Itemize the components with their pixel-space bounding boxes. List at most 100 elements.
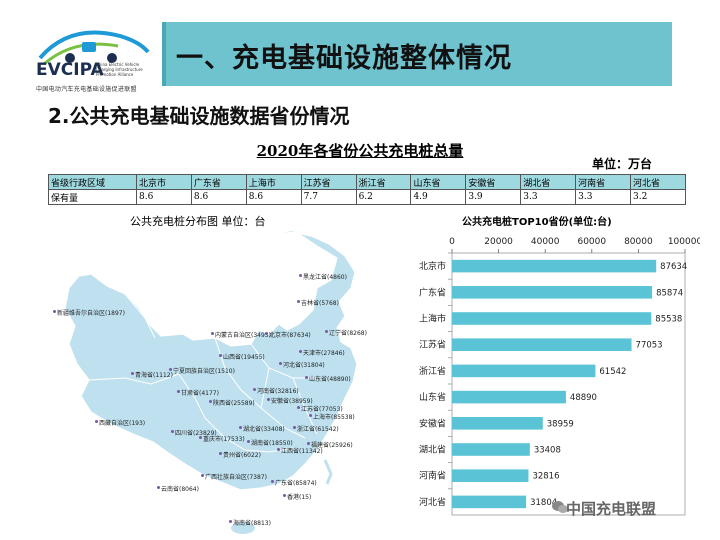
- map-province-label: 香港(15): [287, 494, 312, 501]
- section-title: 2.公共充电基础设施数据省份情况: [48, 104, 350, 128]
- data-label: 61542: [599, 367, 626, 377]
- map-marker: [265, 332, 268, 335]
- table-cell: 3.9: [465, 189, 522, 205]
- map-marker: [277, 448, 280, 451]
- bar: [452, 443, 530, 456]
- map-province-label: 重庆市(17533): [203, 436, 245, 443]
- top10-bar-chart: 0 20000 40000 60000 80000 100000 北京市 87634 广东省 85…: [419, 237, 700, 516]
- table-cell: 8.6: [136, 189, 192, 205]
- bar: [452, 338, 632, 351]
- title-bar-accent: [162, 22, 166, 86]
- map-marker: [271, 480, 274, 483]
- map-province-label: 江苏省(77053): [301, 406, 343, 413]
- x-tick-label: 20000: [484, 237, 513, 247]
- map-province-label: 海南省(8813): [233, 520, 271, 527]
- x-tick-label: 100000: [668, 237, 700, 247]
- table-cell: 4.9: [410, 189, 467, 205]
- table-header-cell: 北京市: [136, 174, 192, 190]
- category-label: 浙江省: [419, 365, 446, 377]
- table-header-cell: 江苏省: [300, 174, 357, 190]
- bar: [452, 259, 657, 273]
- title-bar: [162, 22, 672, 86]
- bar: [452, 312, 652, 325]
- map-marker: [307, 442, 310, 445]
- table-cell: 8.6: [190, 189, 247, 205]
- data-label: 32816: [532, 472, 559, 482]
- map-marker: [279, 362, 282, 365]
- map-title: 公共充电桩分布图 单位：台: [130, 215, 266, 228]
- map-province-label: 四川省(23829): [175, 430, 217, 437]
- table-header-cell: 浙江省: [355, 174, 412, 190]
- data-label: 38959: [547, 419, 574, 429]
- table-cell: 3.2: [630, 189, 686, 205]
- map-province-label: 广西壮族自治区(7387): [205, 474, 267, 481]
- map-marker: [201, 474, 204, 477]
- map-marker: [53, 310, 56, 313]
- data-label: 31804: [530, 498, 557, 508]
- map-marker: [171, 430, 174, 433]
- bar: [452, 286, 653, 299]
- map-marker: [95, 420, 98, 423]
- table-cell: 3.3: [575, 189, 632, 205]
- map-province-label: 黑龙江省(4860): [303, 274, 347, 281]
- map-province-label: 河北省(31804): [283, 362, 325, 369]
- map-province-label: 湖北省(33408): [243, 426, 285, 433]
- table-header-cell: 省级行政区域: [48, 174, 137, 190]
- china-map: 黑龙江省(4860) 吉林省(5768) 新疆维吾尔自治区(1897) 内蒙古自治区(…: [53, 228, 395, 538]
- table-title: 2020年各省份公共充电桩总量: [256, 142, 464, 160]
- category-label: 河南省: [419, 470, 446, 482]
- map-marker: [209, 400, 212, 403]
- wechat-icon: [552, 501, 568, 513]
- evcipa-logo: [38, 30, 150, 66]
- map-marker: [253, 388, 256, 391]
- page-title: 一、充电基础设施整体情况: [176, 43, 512, 74]
- map-province-label: 辽宁省(8268): [329, 330, 367, 337]
- map-province-label: 贵州省(6022): [223, 452, 261, 459]
- map-marker: [305, 376, 308, 379]
- x-tick-label: 60000: [577, 237, 606, 247]
- category-label: 北京市: [419, 260, 446, 272]
- table-header-cell: 上海市: [245, 174, 302, 190]
- bar: [452, 469, 529, 482]
- data-label: 48890: [570, 393, 597, 403]
- chart-title: 公共充电桩TOP10省份(单位:台): [462, 217, 612, 228]
- map-marker: [219, 452, 222, 455]
- map-marker: [267, 398, 270, 401]
- map-marker: [325, 330, 328, 333]
- map-province-label: 宁夏回族自治区(1510): [173, 368, 235, 375]
- table-header-cell: 安徽省: [465, 174, 522, 190]
- table-header-cell: 山东省: [410, 174, 467, 190]
- map-marker: [297, 406, 300, 409]
- category-label: 广东省: [419, 286, 446, 298]
- bar: [452, 390, 566, 404]
- table-cell: 6.2: [355, 189, 412, 205]
- map-marker: [309, 414, 312, 417]
- province-table: 省级行政区域 北京市 广东省 上海市 江苏省 浙江省 山东省 安徽省 湖北省 河南省 河北省 保有量…: [48, 174, 686, 205]
- logo-wordmark: EVCIPA: [36, 60, 104, 80]
- map-province-label: 福建省(25926): [311, 442, 353, 449]
- map-marker: [169, 368, 172, 371]
- map-marker: [131, 372, 134, 375]
- data-label: 33408: [534, 446, 561, 456]
- table-header-cell: 河南省: [575, 174, 632, 190]
- map-marker: [293, 426, 296, 429]
- map-province-label: 吉林省(5768): [301, 300, 339, 307]
- x-tick-label: 40000: [531, 237, 560, 247]
- map-province-label: 山西省(19455): [223, 354, 265, 361]
- logo-chinese-name: 中国电动汽车充电基础设施促进联盟: [36, 86, 137, 93]
- map-province-label: 北京市(87634): [269, 332, 311, 339]
- map-province-label: 江西省(11342): [281, 448, 323, 455]
- table-row: 保有量 8.6 8.6 8.6 7.7 6.2 4.9 3.9 3.3 3.3 3.2: [48, 189, 686, 205]
- bar: [452, 417, 543, 430]
- map-marker: [297, 300, 300, 303]
- map-province-label: 西藏自治区(193): [99, 420, 146, 427]
- data-label: 87634: [660, 262, 687, 272]
- bar: [452, 495, 527, 509]
- map-marker: [199, 436, 202, 439]
- table-header-row: 省级行政区域 北京市 广东省 上海市 江苏省 浙江省 山东省 安徽省 湖北省 河南省 河北省: [48, 174, 686, 190]
- table-cell: 保有量: [48, 189, 137, 205]
- map-marker: [247, 440, 250, 443]
- data-label: 85874: [656, 288, 683, 298]
- watermark: 中国充电联盟: [566, 500, 657, 518]
